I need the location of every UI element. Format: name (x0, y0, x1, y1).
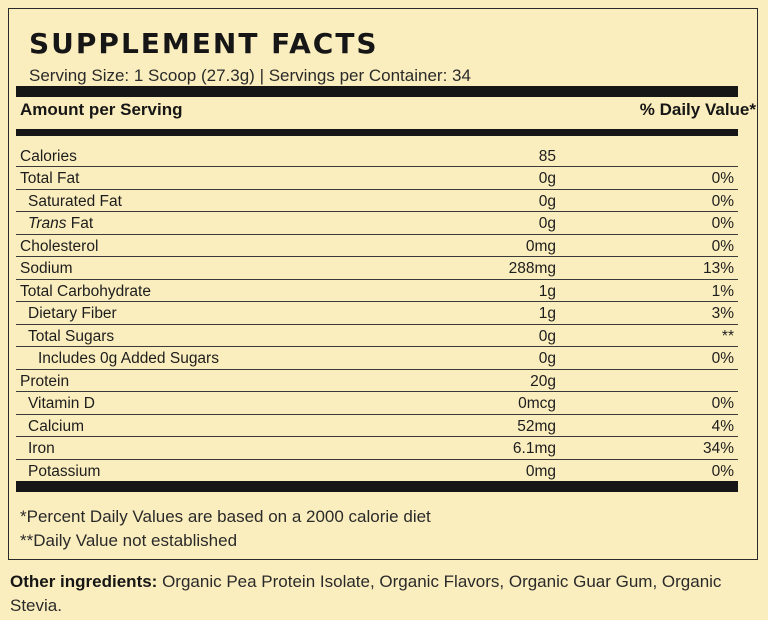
nutrient-dv: 4% (711, 417, 734, 435)
divider-bottom (16, 481, 738, 492)
table-row: Total Fat 0g 0% (16, 167, 738, 190)
nutrient-name: Total Fat (20, 170, 80, 187)
table-row: Calories 85 (16, 138, 738, 167)
nutrient-amount: 0g (538, 215, 556, 232)
table-row: Protein 20g (16, 370, 738, 392)
table-row: Total Carbohydrate 1g 1% (16, 280, 738, 302)
nutrient-dv: 0% (711, 237, 734, 255)
nutrient-amount: 6.1mg (512, 440, 556, 457)
nutrient-name: Trans Fat (28, 215, 93, 233)
table-row: Trans Fat 0g 0% (16, 212, 738, 235)
nutrient-amount: 0g (538, 170, 556, 187)
nutrient-name-rest: Fat (66, 215, 94, 232)
table-row: Vitamin D 0mcg 0% (16, 392, 738, 415)
nutrient-dv: ** (721, 327, 734, 345)
nutrient-amount: 288mg (508, 260, 556, 277)
nutrient-dv: 0% (711, 395, 734, 412)
nutrient-amount: 1g (538, 282, 556, 300)
nutrient-amount: 0mg (525, 462, 556, 480)
table-row: Dietary Fiber 1g 3% (16, 302, 738, 325)
footnote-daily-value: *Percent Daily Values are based on a 200… (20, 507, 431, 526)
nutrient-dv: 0% (711, 192, 734, 210)
nutrient-amount: 0mcg (518, 395, 556, 412)
nutrient-name: Includes 0g Added Sugars (38, 350, 219, 367)
amount-per-serving-heading: Amount per Serving (20, 100, 183, 119)
nutrient-table: Calories 85 Total Fat 0g 0% Saturated Fa… (16, 138, 738, 482)
nutrient-name: Vitamin D (28, 395, 95, 412)
nutrient-dv: 3% (711, 305, 734, 322)
nutrient-name: Calcium (28, 417, 84, 435)
table-row: Sodium 288mg 13% (16, 257, 738, 280)
nutrient-name: Saturated Fat (28, 192, 122, 210)
other-ingredients: Other ingredients: Organic Pea Protein I… (10, 570, 730, 618)
nutrient-name: Total Carbohydrate (20, 282, 151, 300)
nutrient-amount: 0g (538, 350, 556, 367)
nutrient-dv: 1% (711, 282, 734, 300)
nutrient-dv: 0% (711, 215, 734, 232)
nutrient-amount: 20g (530, 372, 556, 390)
daily-value-heading: % Daily Value* (639, 100, 756, 119)
table-row: Iron 6.1mg 34% (16, 437, 738, 460)
nutrient-dv: 34% (702, 440, 734, 457)
nutrient-name: Dietary Fiber (28, 305, 117, 322)
nutrient-name: Sodium (20, 260, 73, 277)
nutrient-name: Protein (20, 372, 70, 390)
table-row: Saturated Fat 0g 0% (16, 190, 738, 212)
table-header: Amount per Serving % Daily Value* (20, 100, 756, 126)
table-row: Includes 0g Added Sugars 0g 0% (16, 347, 738, 370)
panel-title: SUPPLEMENT FACTS (29, 27, 379, 60)
nutrient-amount: 0mg (525, 237, 556, 255)
divider-top (16, 86, 738, 97)
nutrient-amount: 0g (538, 192, 556, 210)
divider-header (16, 129, 738, 136)
nutrient-name: Total Sugars (28, 327, 115, 345)
serving-info: Serving Size: 1 Scoop (27.3g) | Servings… (29, 66, 471, 85)
table-row: Cholesterol 0mg 0% (16, 235, 738, 257)
nutrient-dv: 0% (711, 462, 734, 480)
footnote-not-established: **Daily Value not established (20, 531, 238, 550)
table-row: Calcium 52mg 4% (16, 415, 738, 437)
nutrient-amount: 85 (538, 148, 556, 165)
nutrient-name: Calories (20, 148, 77, 165)
table-row: Potassium 0mg 0% (16, 460, 738, 483)
ingredients-list: Organic Pea Protein Isolate, Organic Fla… (10, 572, 722, 615)
nutrient-dv: 13% (702, 260, 734, 277)
nutrient-dv: 0% (711, 350, 734, 367)
nutrient-name: Potassium (28, 462, 101, 480)
ingredients-label: Other ingredients: (10, 572, 158, 591)
nutrient-dv: 0% (711, 170, 734, 187)
supplement-facts-panel: SUPPLEMENT FACTS Serving Size: 1 Scoop (… (8, 8, 758, 560)
nutrient-amount: 52mg (517, 417, 556, 435)
nutrient-amount: 1g (538, 305, 556, 322)
nutrient-name: Iron (28, 440, 55, 457)
nutrient-name: Cholesterol (20, 237, 99, 255)
table-row: Total Sugars 0g ** (16, 325, 738, 347)
nutrient-name-italic: Trans (28, 215, 67, 232)
nutrient-amount: 0g (538, 327, 556, 345)
